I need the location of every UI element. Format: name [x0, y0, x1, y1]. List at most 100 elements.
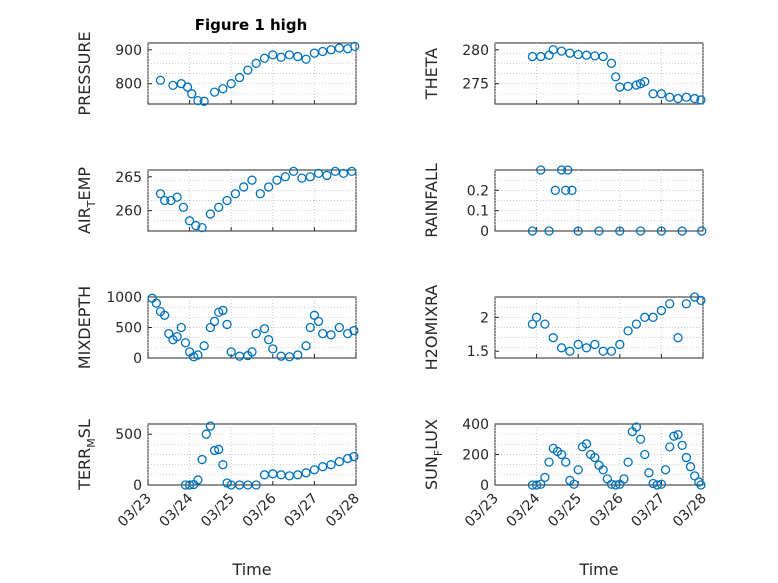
data-point	[610, 480, 621, 490]
data-point	[180, 338, 191, 348]
data-point	[193, 95, 203, 106]
data-point	[648, 312, 658, 322]
data-point	[347, 166, 357, 177]
data-point	[247, 175, 257, 185]
data-point	[640, 449, 650, 460]
y-axis-label: AIRTEMP	[75, 167, 98, 234]
data-point	[563, 165, 573, 175]
data-point	[677, 226, 687, 236]
data-point	[598, 465, 608, 475]
data-point	[640, 76, 650, 87]
y-tick-label: 500	[115, 321, 142, 337]
data-point	[205, 421, 216, 431]
data-point	[656, 89, 667, 99]
panel-7: 0 500 TERRMSL 03/23 03/24 03/25 03/26 03/27 03/2…	[75, 419, 363, 579]
data-point	[696, 295, 706, 306]
data-point	[690, 93, 700, 104]
data-point	[251, 328, 261, 339]
plot-area	[147, 423, 357, 486]
data-point	[197, 222, 207, 233]
data-point	[189, 352, 199, 362]
data-point	[569, 479, 579, 489]
data-point	[222, 319, 232, 330]
data-point	[556, 165, 567, 175]
data-point	[561, 185, 571, 195]
data-point	[234, 72, 245, 83]
plot-area	[147, 169, 357, 232]
y-tick-label: 1000	[106, 290, 142, 306]
data-point	[187, 89, 197, 99]
y-tick-label: 275	[462, 77, 489, 93]
data-point	[631, 422, 642, 432]
y-tick-label: 265	[115, 170, 142, 186]
data-point	[293, 470, 303, 480]
data-point	[284, 352, 295, 362]
plot-area	[494, 42, 704, 105]
data-point	[301, 341, 311, 351]
data-point	[567, 185, 577, 195]
data-point	[561, 457, 571, 467]
x-tick-label: 03/25	[198, 491, 238, 531]
x-tick-label: 03/26	[240, 490, 280, 530]
y-axis-label: SUNFLUX	[422, 419, 445, 490]
data-point	[301, 468, 311, 478]
data-point	[581, 439, 592, 449]
data-point	[573, 339, 583, 350]
data-point	[349, 451, 359, 462]
panel-5: 0 500 1000 MIXDEPTH	[75, 286, 359, 369]
data-point	[172, 331, 182, 342]
panel-4: 0 0.1 0.2 RAINFALL	[422, 163, 707, 240]
data-point	[598, 51, 608, 62]
data-point	[201, 429, 211, 439]
x-tick-label: 03/24	[157, 490, 197, 530]
data-point	[268, 50, 278, 60]
data-point	[159, 195, 170, 206]
data-point	[548, 333, 558, 343]
data-point	[350, 41, 360, 52]
data-point	[309, 310, 320, 320]
data-point	[214, 307, 224, 317]
data-point	[681, 452, 692, 463]
x-tick-label: 03/24	[504, 490, 544, 530]
x-tick-label: 03/25	[545, 491, 585, 531]
data-point	[159, 310, 170, 320]
data-point	[151, 298, 161, 308]
data-point	[681, 299, 692, 309]
data-point	[222, 195, 232, 206]
data-point	[610, 72, 621, 82]
data-point	[590, 452, 600, 463]
plot-area	[494, 296, 704, 359]
data-point	[697, 226, 707, 236]
data-point	[318, 462, 328, 472]
data-point	[182, 82, 193, 92]
x-tick-label: 03/28	[323, 491, 363, 531]
y-axis-label: TERRMSL	[75, 419, 98, 491]
panel-2: 275 280 THETA	[422, 42, 706, 105]
data-point	[527, 226, 538, 236]
data-point	[550, 185, 560, 195]
panel-8: 0 200 400 SUNFLUX 03/23 03/24 03/25 03/26 03/27 0…	[422, 417, 710, 579]
data-point	[251, 480, 261, 490]
x-tick-label: 03/28	[670, 491, 710, 531]
y-tick-label: 200	[462, 448, 489, 464]
data-point	[690, 471, 700, 481]
data-point	[263, 182, 274, 192]
data-point	[623, 326, 633, 336]
data-point	[615, 226, 625, 236]
data-point	[184, 216, 195, 226]
y-tick-label: 0	[480, 224, 489, 240]
x-tick-label: 03/27	[281, 491, 321, 531]
data-point	[309, 465, 320, 475]
data-point	[656, 305, 667, 316]
y-axis-label: MIXDEPTH	[75, 286, 94, 369]
data-point	[536, 479, 546, 489]
data-point	[556, 449, 567, 460]
data-point	[172, 192, 182, 202]
data-point	[326, 330, 336, 340]
data-point	[268, 344, 278, 354]
data-point	[669, 431, 679, 441]
figure-title: Figure 1 high	[195, 16, 308, 34]
x-tick-label: 03/23	[115, 491, 155, 531]
